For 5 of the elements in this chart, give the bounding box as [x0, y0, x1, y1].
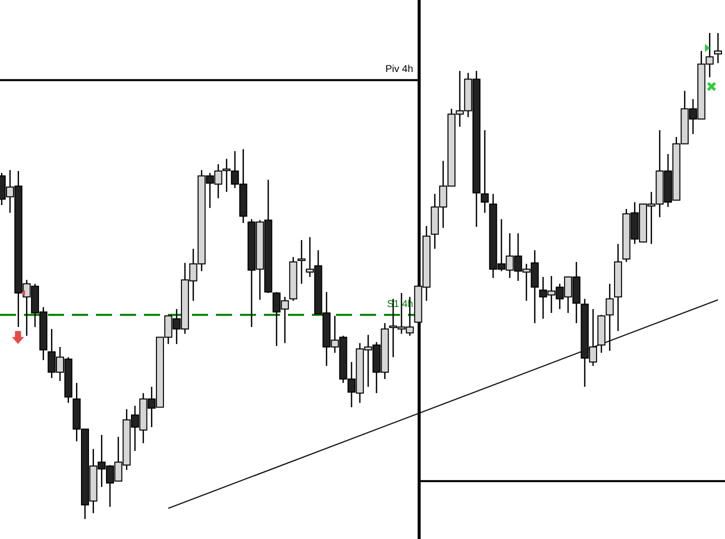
candlestick: [714, 32, 722, 64]
candlestick: [606, 283, 614, 352]
ref-line-label: Piv 4h: [385, 64, 414, 76]
candlestick: [480, 130, 489, 214]
candlestick: [298, 239, 306, 284]
